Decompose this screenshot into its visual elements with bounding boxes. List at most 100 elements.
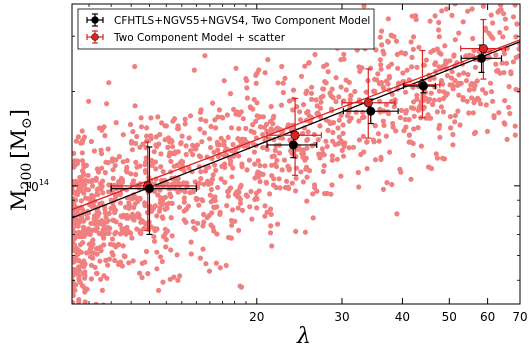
cloud-point [371,139,377,145]
cloud-point [112,162,118,169]
cloud-point [265,57,271,63]
cloud-point [227,161,233,167]
cloud-point [98,147,104,153]
cloud-point [200,246,206,252]
cloud-point [81,161,87,168]
cloud-point [154,266,160,272]
cloud-point [212,117,218,123]
cloud-point [395,65,401,71]
cloud-point [323,138,329,144]
cloud-point [237,200,244,206]
y-axis-title-main: M [7,189,31,211]
cloud-point [72,182,77,188]
cloud-point [437,122,443,128]
cloud-point [191,225,197,231]
cloud-point [371,88,377,94]
cloud-point [414,96,420,102]
cloud-point [102,308,107,313]
cloud-point [329,86,335,92]
cloud-point [409,13,415,19]
cloud-point [289,180,295,186]
cloud-point [126,260,132,266]
cloud-point [360,133,366,139]
cloud-point [338,112,344,118]
cloud-point [188,251,194,257]
cloud-point [207,136,213,142]
cloud-point [163,244,169,250]
cloud-point [449,75,455,81]
data-points [143,44,488,194]
cloud-point [97,311,102,316]
cloud-point [89,255,95,261]
cloud-point [338,57,344,63]
cloud-point [250,141,256,147]
cloud-point [94,245,100,251]
cloud-point [197,109,203,115]
cloud-point [322,191,328,197]
cloud-point [129,211,136,217]
cloud-point [516,87,520,94]
cloud-point [224,112,230,118]
cloud-point [103,214,109,220]
cloud-point [190,152,196,158]
cloud-point [105,262,111,268]
legend-marker-red [86,30,104,44]
cloud-point [347,97,353,103]
cloud-point [227,91,234,97]
cloud-point [325,127,331,133]
cloud-point [183,143,189,149]
cloud-point [208,123,214,130]
cloud-point [434,109,440,115]
cloud-point [452,119,458,125]
cloud-point [75,134,81,140]
cloud-point [506,104,512,110]
cloud-point [194,142,200,148]
cloud-point [317,123,323,129]
cloud-point [353,109,359,115]
cloud-point [488,89,495,95]
cloud-point [364,166,370,172]
cloud-point [96,125,102,131]
x-tick-label: 30 [334,310,349,324]
cloud-point [378,79,385,86]
cloud-point [144,133,150,139]
cloud-point [88,313,93,318]
cloud-point [158,151,164,157]
cloud-point [494,68,500,74]
cloud-point [143,169,149,175]
cloud-point [452,113,458,119]
cloud-point [329,157,335,163]
cloud-point [94,187,100,193]
cloud-point [253,118,259,124]
cloud-point [297,117,304,123]
x-tick-label: 70 [512,310,527,324]
cloud-point [256,188,262,194]
cloud-point [383,102,389,108]
cloud-point [434,46,440,52]
cloud-point [344,113,351,119]
cloud-point [496,8,502,14]
cloud-point [106,256,112,262]
cloud-point [194,196,200,202]
cloud-point [268,103,274,110]
cloud-point [350,144,357,150]
cloud-point [117,222,123,228]
cloud-point [201,181,207,187]
cloud-point [160,279,166,285]
cloud-point [303,155,309,161]
cloud-point [338,84,344,90]
cloud-point [501,51,507,57]
cloud-point [418,143,424,149]
cloud-point [72,186,75,192]
cloud-point [252,196,258,202]
cloud-point [400,70,406,76]
cloud-point [328,191,334,197]
cloud-point [321,63,327,70]
cloud-point [385,64,392,70]
cloud-point [213,167,219,173]
cloud-point [102,206,108,212]
cloud-point [391,33,397,40]
cloud-point [116,260,122,266]
cloud-point [442,43,448,49]
cloud-point [310,215,316,221]
